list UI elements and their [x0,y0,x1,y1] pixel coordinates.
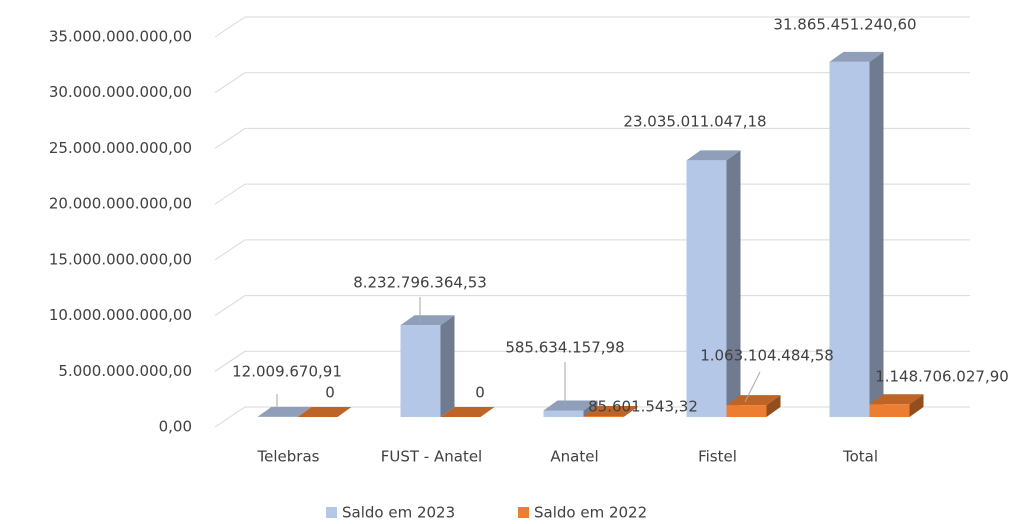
data-label: 585.634.157,98 [505,339,624,357]
bar-face [440,315,455,417]
bar [400,315,455,417]
bar-face [583,400,598,417]
bar [829,51,884,418]
y-tick-label: 0,00 [159,418,192,436]
data-label: 0 [475,384,485,402]
bar-face [400,315,455,326]
x-tick-label: FUST - Anatel [381,448,482,466]
bar-face [829,61,870,418]
data-label: 1.148.706.027,90 [875,368,1009,386]
bar-face [869,394,924,405]
bar-face [297,407,352,417]
bar [686,150,741,417]
y-tick-label: 35.000.000.000,00 [49,28,192,46]
bar-face [583,416,624,417]
x-tick-label: Anatel [550,448,598,466]
y-tick-label: 10.000.000.000,00 [49,306,192,324]
bar-face [869,51,884,418]
bar-face [440,407,495,417]
legend-label: Saldo em 2022 [534,504,647,522]
data-label: 12.009.670,91 [232,363,342,381]
bar-face [869,404,910,417]
bar-face [686,160,727,417]
bar-face [726,405,767,417]
data-label: 85.601.543,32 [588,398,698,416]
grid-line [214,127,970,149]
y-tick-label: 5.000.000.000,00 [58,362,192,380]
bar-face [829,51,884,62]
bar [726,395,781,417]
legend-swatch [518,507,529,518]
data-label: 23.035.011.047,18 [623,113,766,131]
grid-line [214,72,970,94]
x-tick-label: Telebras [257,448,320,466]
y-tick-label: 25.000.000.000,00 [49,139,192,157]
bar-face [909,394,924,417]
bar-face [623,406,638,417]
bar-face [726,150,741,417]
data-label: 1.063.104.484,58 [700,347,834,365]
bar [869,394,924,417]
bar-face [766,395,781,417]
y-tick-label: 30.000.000.000,00 [49,83,192,101]
bar [583,406,638,417]
bar [440,407,495,417]
legend-swatch [326,507,337,518]
bar-face [543,410,584,417]
bar [257,406,312,417]
leader-line [744,371,761,403]
x-tick-label: Total [842,448,878,466]
bar [543,400,598,417]
data-label: 31.865.451.240,60 [773,16,916,34]
bar-face [257,406,312,417]
data-label: 8.232.796.364,53 [353,274,487,292]
y-tick-label: 20.000.000.000,00 [49,195,192,213]
bar-face [726,395,781,406]
grid-line [214,16,970,38]
data-label: 0 [325,384,335,402]
bar-face [686,150,741,161]
legend-label: Saldo em 2023 [342,504,455,522]
y-tick-label: 15.000.000.000,00 [49,250,192,268]
bar [297,407,352,417]
x-tick-label: Fistel [698,448,737,466]
bar-face [297,406,312,417]
bar-face [583,406,638,417]
bar-face [543,400,598,411]
bar-face [400,325,441,417]
